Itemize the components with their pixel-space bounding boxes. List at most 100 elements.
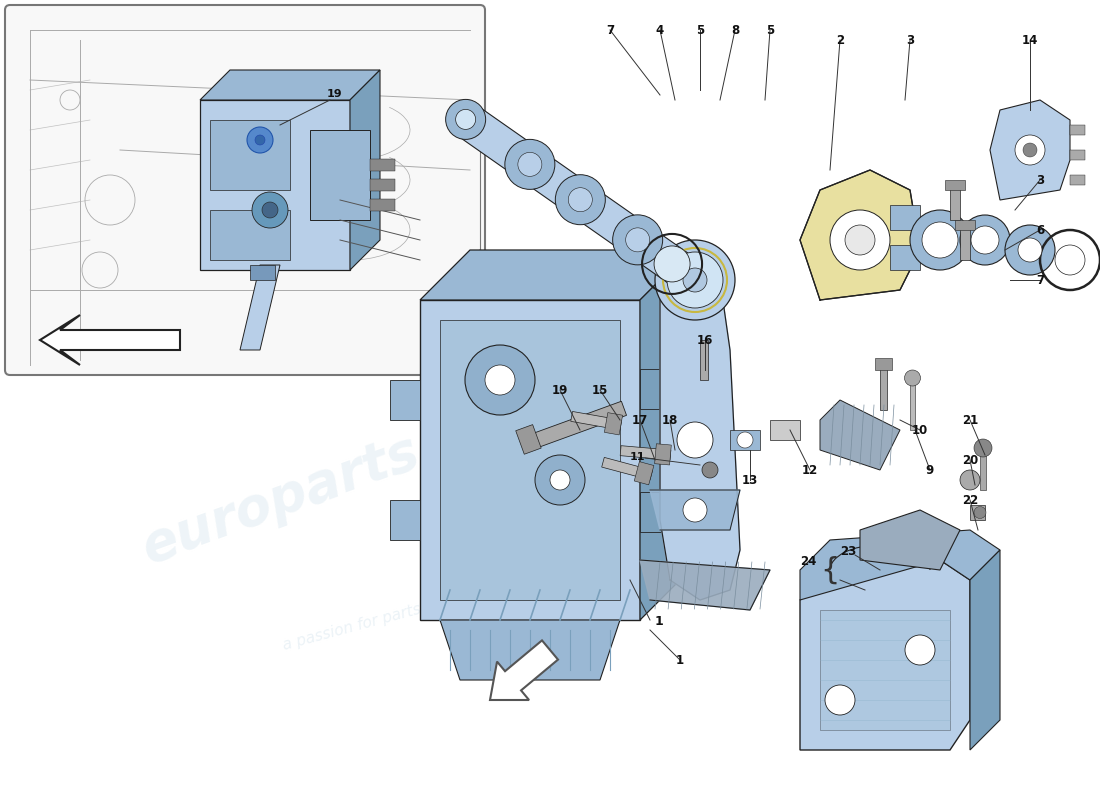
Bar bbox=[970, 505, 985, 520]
Text: a passion for parts since...: a passion for parts since... bbox=[280, 586, 480, 654]
Circle shape bbox=[960, 215, 1010, 265]
Text: 20: 20 bbox=[961, 454, 978, 466]
Text: 7: 7 bbox=[606, 23, 614, 37]
Circle shape bbox=[1015, 135, 1045, 165]
Text: 4: 4 bbox=[656, 23, 664, 37]
Circle shape bbox=[550, 470, 570, 490]
Circle shape bbox=[683, 498, 707, 522]
Bar bbox=[516, 425, 541, 454]
Polygon shape bbox=[990, 100, 1070, 200]
Bar bbox=[620, 446, 671, 460]
Polygon shape bbox=[420, 300, 640, 620]
Text: 5: 5 bbox=[766, 23, 774, 37]
Polygon shape bbox=[650, 490, 740, 530]
Circle shape bbox=[737, 432, 754, 448]
Bar bbox=[910, 380, 915, 430]
Circle shape bbox=[505, 139, 554, 190]
Text: 19: 19 bbox=[552, 383, 569, 397]
Bar bbox=[390, 500, 420, 540]
Polygon shape bbox=[640, 250, 690, 620]
Text: 12: 12 bbox=[802, 463, 818, 477]
Circle shape bbox=[255, 135, 265, 145]
Circle shape bbox=[535, 455, 585, 505]
Text: 16: 16 bbox=[696, 334, 713, 346]
Text: 11: 11 bbox=[630, 452, 646, 462]
Circle shape bbox=[654, 240, 735, 320]
Bar bbox=[370, 179, 395, 191]
Text: 9: 9 bbox=[926, 463, 934, 477]
Bar bbox=[602, 458, 652, 480]
Bar bbox=[250, 265, 275, 280]
Bar bbox=[640, 369, 670, 409]
Circle shape bbox=[845, 225, 875, 255]
Bar bbox=[950, 185, 960, 220]
Circle shape bbox=[974, 439, 992, 457]
Circle shape bbox=[667, 252, 723, 308]
Circle shape bbox=[569, 188, 592, 212]
Circle shape bbox=[485, 365, 515, 395]
Circle shape bbox=[971, 226, 999, 254]
Text: 5: 5 bbox=[696, 23, 704, 37]
Text: 17: 17 bbox=[631, 414, 648, 426]
Bar bbox=[604, 413, 623, 435]
Circle shape bbox=[626, 228, 650, 252]
Text: 6: 6 bbox=[1036, 223, 1044, 237]
Bar bbox=[210, 120, 290, 190]
Polygon shape bbox=[200, 100, 350, 270]
Bar bbox=[874, 358, 892, 370]
Bar bbox=[945, 180, 965, 190]
Circle shape bbox=[960, 470, 980, 490]
Text: 22: 22 bbox=[961, 494, 978, 506]
Circle shape bbox=[1018, 238, 1042, 262]
Text: 23: 23 bbox=[840, 545, 856, 558]
Polygon shape bbox=[440, 620, 620, 680]
Text: 13: 13 bbox=[741, 474, 758, 486]
Text: 14: 14 bbox=[1022, 34, 1038, 46]
Bar bbox=[700, 340, 708, 380]
Circle shape bbox=[1005, 225, 1055, 275]
Circle shape bbox=[556, 174, 605, 225]
Polygon shape bbox=[455, 105, 705, 294]
Polygon shape bbox=[420, 250, 690, 300]
Bar bbox=[820, 610, 950, 730]
Circle shape bbox=[974, 506, 986, 518]
Bar bbox=[654, 444, 671, 465]
Polygon shape bbox=[350, 70, 380, 270]
Circle shape bbox=[922, 222, 958, 258]
Bar bbox=[635, 462, 653, 485]
Circle shape bbox=[905, 635, 935, 665]
Bar bbox=[1070, 150, 1085, 160]
Text: 2: 2 bbox=[836, 34, 844, 46]
Polygon shape bbox=[40, 315, 180, 365]
Circle shape bbox=[830, 210, 890, 270]
Polygon shape bbox=[660, 250, 740, 600]
FancyArrow shape bbox=[490, 640, 558, 700]
Circle shape bbox=[1023, 143, 1037, 157]
Text: 18: 18 bbox=[662, 414, 679, 426]
Polygon shape bbox=[640, 560, 770, 610]
Text: 15: 15 bbox=[592, 383, 608, 397]
Text: 21: 21 bbox=[961, 414, 978, 426]
Circle shape bbox=[465, 345, 535, 415]
Bar bbox=[390, 380, 420, 420]
FancyBboxPatch shape bbox=[6, 5, 485, 375]
Text: 3: 3 bbox=[1036, 174, 1044, 186]
Bar bbox=[960, 225, 970, 260]
Polygon shape bbox=[820, 400, 900, 470]
Text: 1: 1 bbox=[654, 615, 663, 628]
Circle shape bbox=[262, 202, 278, 218]
Text: {: { bbox=[820, 555, 839, 585]
Circle shape bbox=[654, 246, 690, 282]
Circle shape bbox=[613, 215, 662, 265]
Text: 24: 24 bbox=[800, 555, 816, 568]
Circle shape bbox=[910, 210, 970, 270]
Text: 10: 10 bbox=[912, 423, 928, 437]
Circle shape bbox=[702, 462, 718, 478]
Text: 1: 1 bbox=[675, 654, 684, 666]
Circle shape bbox=[1055, 245, 1085, 275]
Polygon shape bbox=[860, 510, 960, 570]
Bar bbox=[955, 220, 975, 230]
Bar bbox=[310, 130, 370, 220]
Circle shape bbox=[825, 685, 855, 715]
Circle shape bbox=[676, 422, 713, 458]
